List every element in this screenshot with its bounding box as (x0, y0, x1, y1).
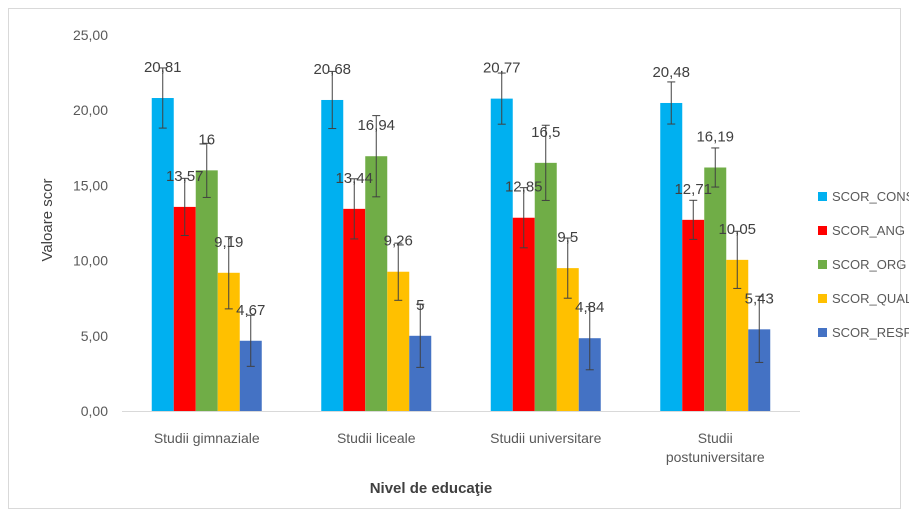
legend-label: SCOR_CONS (832, 189, 909, 204)
legend-item-scor-cons: SCOR_CONS (818, 189, 909, 204)
bar-scor-qual (217, 272, 240, 411)
legend-swatch (818, 192, 827, 201)
error-bar (224, 236, 233, 310)
legend-label: SCOR_ORG (832, 257, 906, 272)
data-label: 13,44 (335, 170, 373, 187)
category-label: Studii (698, 430, 733, 446)
legend-label: SCOR_ANG (832, 223, 905, 238)
bar-scor-org (534, 162, 557, 411)
error-bar (711, 147, 720, 188)
error-bar (350, 178, 359, 240)
category-label: Studii liceale (337, 430, 416, 446)
bar-scor-cons (151, 98, 174, 411)
data-label: 5 (416, 297, 424, 314)
error-bar (246, 314, 255, 367)
axes-layer: 0,00 5,00 10,00 15,00 20,00 25,00 Studii gimna… (73, 27, 800, 465)
data-label: 4,84 (575, 299, 604, 316)
legend-item-scor-org: SCOR_ORG (818, 257, 906, 272)
legend-swatch (818, 260, 827, 269)
legend-label: SCOR_QUAL (832, 291, 909, 306)
data-label: 9,5 (557, 229, 578, 246)
data-label: 4,67 (236, 302, 265, 319)
data-label: 16,19 (696, 129, 734, 146)
y-tick-label: 15,00 (73, 177, 108, 193)
category-label: Studii gimnaziale (154, 430, 260, 446)
x-axis-title: Nivel de educaţie (370, 480, 493, 497)
bar-scor-cons (660, 102, 683, 411)
legend-item-scor-qual: SCOR_QUAL (818, 291, 909, 306)
data-label: 12,85 (505, 179, 543, 196)
legend-swatch (818, 294, 827, 303)
bar-scor-ang (173, 206, 196, 411)
y-tick-label: 20,00 (73, 102, 108, 118)
error-bar (689, 199, 698, 240)
y-tick-label: 5,00 (81, 328, 108, 344)
error-bar (667, 81, 676, 125)
data-label: 12,71 (674, 181, 712, 198)
error-bar (180, 177, 189, 236)
data-label: 5,43 (745, 290, 774, 307)
data-label: 20,68 (313, 61, 351, 78)
data-label: 20,48 (652, 64, 690, 81)
category-label: Studii universitare (490, 430, 601, 446)
data-label: 9,19 (214, 234, 243, 251)
error-bar (519, 187, 528, 249)
data-label: 13,57 (166, 168, 204, 185)
data-labels-layer: 20,81 20,68 20,77 20,48 13,57 13,44 12,85 12,71… (144, 59, 774, 319)
error-bar (416, 303, 425, 368)
data-label: 16,94 (357, 117, 395, 134)
error-bar (372, 115, 381, 198)
legend: SCOR_CONS SCOR_ANG SCOR_ORG SCOR_QUAL SCOR_R… (818, 189, 909, 340)
y-tick-label: 10,00 (73, 253, 108, 269)
bars-layer (151, 98, 771, 411)
y-tick-label: 25,00 (73, 27, 108, 43)
data-label: 16 (198, 131, 215, 148)
bar-scor-cons (490, 98, 513, 411)
error-bar (497, 72, 506, 125)
error-bar (563, 237, 572, 299)
legend-swatch (818, 226, 827, 235)
error-bar (755, 295, 764, 363)
data-label: 16,5 (531, 124, 560, 141)
bar-scor-qual (387, 271, 410, 411)
error-bar (585, 306, 594, 371)
error-bar (328, 70, 337, 130)
legend-label: SCOR_RESP (832, 325, 909, 340)
data-label: 10,05 (718, 221, 756, 238)
legend-swatch (818, 328, 827, 337)
bar-scor-org (365, 156, 388, 411)
bar-scor-ang (682, 219, 705, 411)
data-label: 9,26 (384, 233, 413, 250)
error-bar (541, 124, 550, 201)
error-bar (733, 230, 742, 289)
bar-scor-cons (321, 99, 344, 411)
bar-scor-resp (239, 340, 262, 411)
legend-item-scor-ang: SCOR_ANG (818, 223, 905, 238)
error-bar (158, 67, 167, 129)
category-label: postuniversitare (666, 449, 765, 465)
data-label: 20,77 (483, 60, 521, 77)
bar-scor-qual (726, 259, 749, 411)
error-bar (202, 142, 211, 198)
y-tick-label: 0,00 (81, 403, 108, 419)
bar-scor-resp (748, 329, 771, 411)
legend-item-scor-resp: SCOR_RESP (818, 325, 909, 340)
bar-scor-ang (512, 217, 535, 411)
bar-scor-org (195, 170, 218, 411)
error-bars-layer (158, 67, 764, 371)
data-label: 20,81 (144, 59, 182, 76)
bar-scor-resp (409, 335, 432, 411)
bar-scor-resp (578, 338, 601, 411)
error-bar (394, 242, 403, 301)
bar-scor-org (704, 167, 727, 411)
y-axis-title: Valoare scor (39, 178, 56, 261)
bar-scor-ang (343, 208, 366, 411)
bar-scor-qual (556, 268, 579, 411)
